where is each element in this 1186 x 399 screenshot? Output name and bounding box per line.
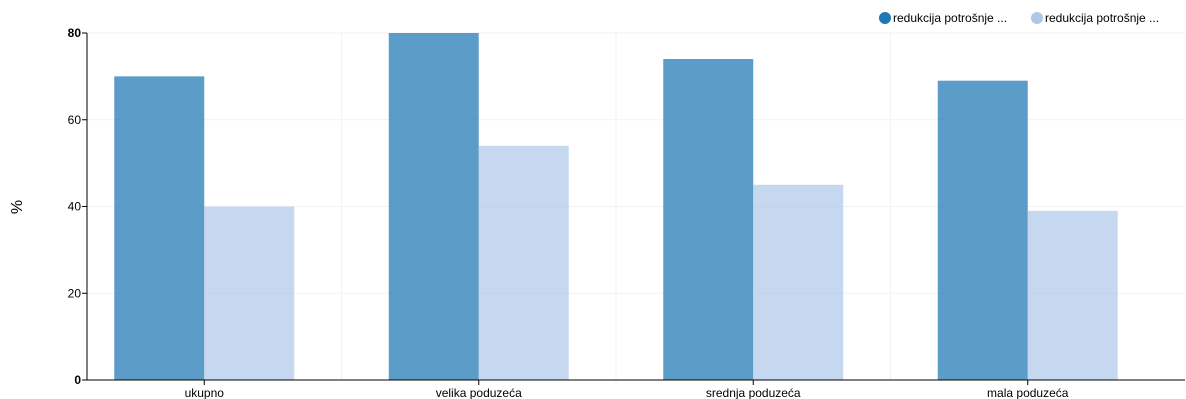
bars (114, 33, 1118, 381)
bar-series-1[interactable] (663, 59, 754, 381)
bar-series-1[interactable] (937, 80, 1028, 381)
x-tick-label: srednja poduzeća (706, 386, 801, 399)
bar-series-2[interactable] (753, 184, 844, 380)
legend-label[interactable]: redukcija potrošnje ... (893, 11, 1007, 25)
y-tick-label: 0 (74, 373, 81, 387)
legend[interactable]: redukcija potrošnje ... redukcija potrošn… (879, 11, 1159, 25)
y-tick-label: 20 (68, 286, 82, 300)
x-tick-label: ukupno (185, 386, 225, 399)
bar-series-2[interactable] (478, 145, 569, 380)
bar-series-1[interactable] (114, 76, 205, 380)
bar-series-1[interactable] (388, 33, 479, 380)
y-tick-label: 60 (68, 113, 82, 127)
y-tick-label: 80 (68, 26, 82, 40)
y-axis-label: % (9, 200, 26, 214)
x-tick-label: mala poduzeća (987, 386, 1069, 399)
x-tick-label: velika poduzeća (436, 386, 522, 399)
legend-swatch[interactable] (1031, 12, 1043, 24)
bar-series-2[interactable] (204, 206, 295, 381)
legend-label[interactable]: redukcija potrošnje ... (1045, 11, 1159, 25)
legend-swatch[interactable] (879, 12, 891, 24)
bar-series-2[interactable] (1027, 210, 1118, 380)
y-tick-label: 40 (68, 200, 82, 214)
axes: 0 20 40 60 80 ukupno velika poduzeća srednja po… (68, 26, 1185, 399)
